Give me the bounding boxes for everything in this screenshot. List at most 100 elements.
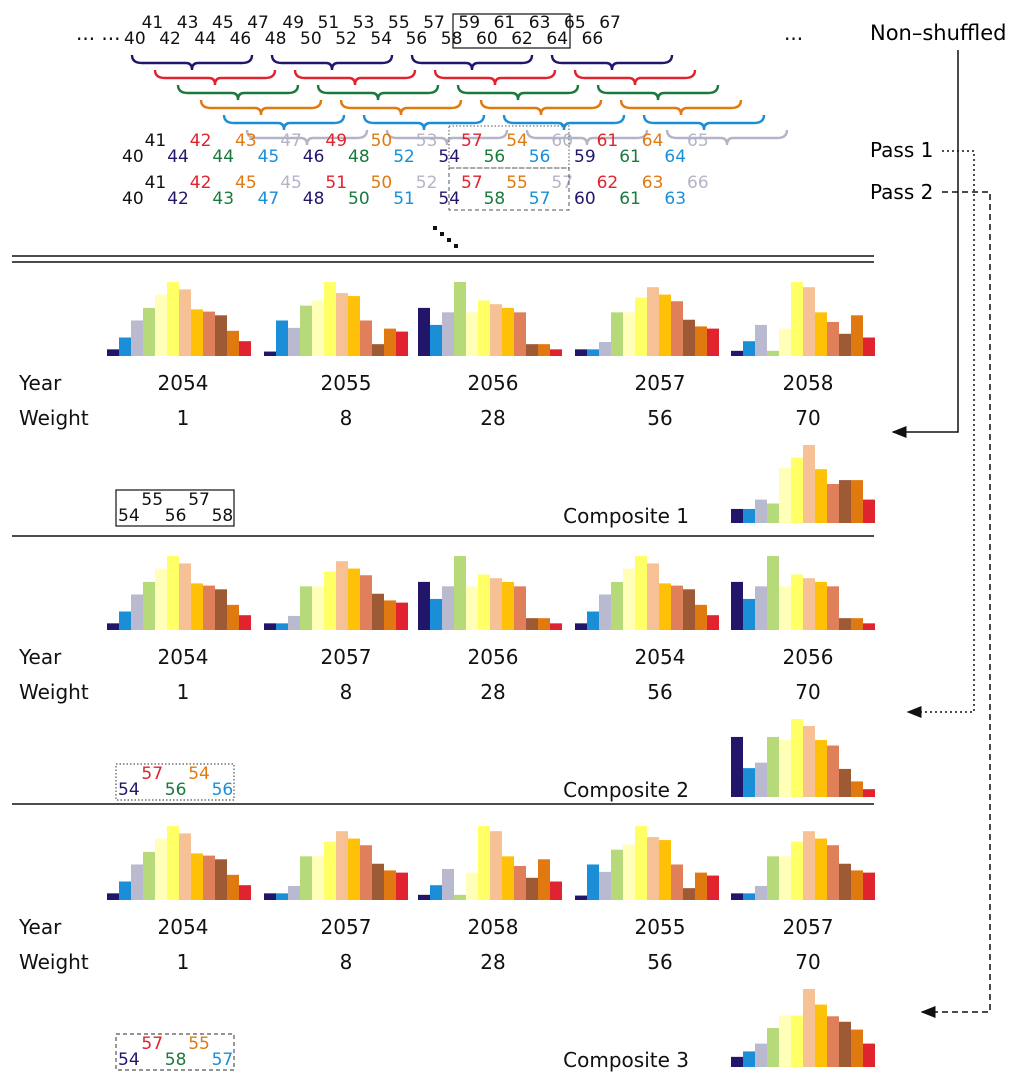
pass2-label: Pass 2 [870, 180, 933, 204]
histogram-bar [418, 307, 430, 356]
key-number: 55 [188, 1034, 210, 1054]
histogram-bar [288, 885, 300, 900]
histogram-bar [514, 865, 526, 900]
histogram-bar [767, 350, 779, 356]
histogram-bar [851, 1029, 863, 1067]
histogram-bar [336, 293, 348, 356]
histogram-bar [384, 600, 396, 630]
histogram-bar [635, 826, 647, 900]
histogram-bar [396, 872, 408, 900]
pass-number: 59 [574, 147, 596, 167]
weight-value: 70 [795, 406, 820, 430]
pass-number: 48 [303, 189, 325, 209]
histogram-bar [430, 885, 442, 900]
histogram-bar [155, 568, 167, 630]
histogram-bar [143, 851, 155, 900]
composite-label: Composite 3 [563, 1048, 689, 1072]
histogram-bar [191, 309, 203, 356]
histogram-bar [683, 589, 695, 630]
histogram-bar [779, 856, 791, 900]
histogram-2057 [731, 831, 875, 900]
histogram-bar [839, 768, 851, 797]
year-value: 2054 [635, 645, 686, 669]
histogram-bar [659, 583, 671, 630]
histogram-bar [550, 623, 562, 630]
histogram-bar [191, 583, 203, 630]
histogram-bar [755, 1043, 767, 1067]
sequence-number: 60 [476, 29, 498, 49]
histogram-bar [264, 351, 276, 356]
leading-ellipsis: ... ... [76, 21, 121, 45]
histogram-bar [839, 1021, 851, 1067]
pass-number: 61 [619, 189, 641, 209]
histogram-bar [755, 324, 767, 356]
histogram-bar [360, 575, 372, 630]
brace [222, 114, 346, 131]
brace [316, 84, 440, 101]
sequence-number: 42 [159, 29, 181, 49]
histogram-bar [490, 578, 502, 630]
year-label: Year [18, 371, 62, 395]
histogram-bar [131, 320, 143, 356]
key-number: 57 [141, 764, 163, 784]
key-number: 54 [118, 780, 140, 800]
histogram-bar [815, 312, 827, 356]
weight-value: 1 [177, 406, 190, 430]
weight-value: 1 [177, 950, 190, 974]
pass-number: 40 [122, 147, 144, 167]
histogram-bar [587, 611, 599, 630]
sequence-number: 55 [388, 13, 410, 33]
sequence-number: 43 [177, 13, 199, 33]
histogram-bar [707, 875, 719, 900]
histogram-bar [767, 556, 779, 630]
histogram-bar [611, 581, 623, 630]
histogram-bar [863, 499, 875, 523]
histogram-bar [348, 296, 360, 356]
histogram-bar [575, 349, 587, 356]
histogram-bar [538, 618, 550, 630]
composite-key-box [115, 1033, 235, 1071]
histogram-bar [131, 594, 143, 630]
key-number: 55 [141, 490, 163, 510]
pass-number: 62 [597, 173, 619, 193]
histogram-bar [143, 581, 155, 630]
histogram-bar [767, 1028, 779, 1067]
year-value: 2056 [783, 645, 834, 669]
brace [642, 114, 766, 131]
histogram-bar [396, 602, 408, 630]
histogram-bar [863, 623, 875, 630]
sequence-number: 52 [335, 29, 357, 49]
histogram-bar [372, 863, 384, 900]
histogram-bar [623, 312, 635, 356]
histogram-bar [454, 894, 466, 900]
non-shuffled-label: Non–shuffled [870, 21, 1006, 45]
histogram-2054 [107, 556, 251, 630]
sequence-number: 66 [582, 29, 604, 49]
pass-number: 50 [348, 189, 370, 209]
pass-number: 66 [687, 173, 709, 193]
histogram-bar [203, 585, 215, 630]
histogram-bar [396, 331, 408, 356]
histogram-bar [276, 320, 288, 356]
histogram-bar [300, 856, 312, 900]
pass-number: 56 [484, 147, 506, 167]
histogram-bar [767, 503, 779, 523]
pass-number: 50 [371, 173, 393, 193]
histogram-bar [791, 1015, 803, 1067]
histogram-bar [203, 855, 215, 900]
weight-value: 28 [480, 680, 505, 704]
histogram-bar [851, 781, 863, 797]
histogram-bar [575, 895, 587, 900]
key-number: 54 [118, 506, 140, 526]
histogram-bar [502, 856, 514, 900]
histogram-bar [803, 578, 815, 630]
pass-number: 53 [416, 131, 438, 151]
key-number: 57 [141, 1034, 163, 1054]
histogram-bar [478, 300, 490, 356]
key-number: 57 [188, 490, 210, 510]
pass-number: 40 [122, 189, 144, 209]
sequence-number: 51 [318, 13, 340, 33]
histogram-bar [454, 282, 466, 356]
sequence-number: 44 [194, 29, 216, 49]
histogram-2057 [264, 561, 408, 630]
